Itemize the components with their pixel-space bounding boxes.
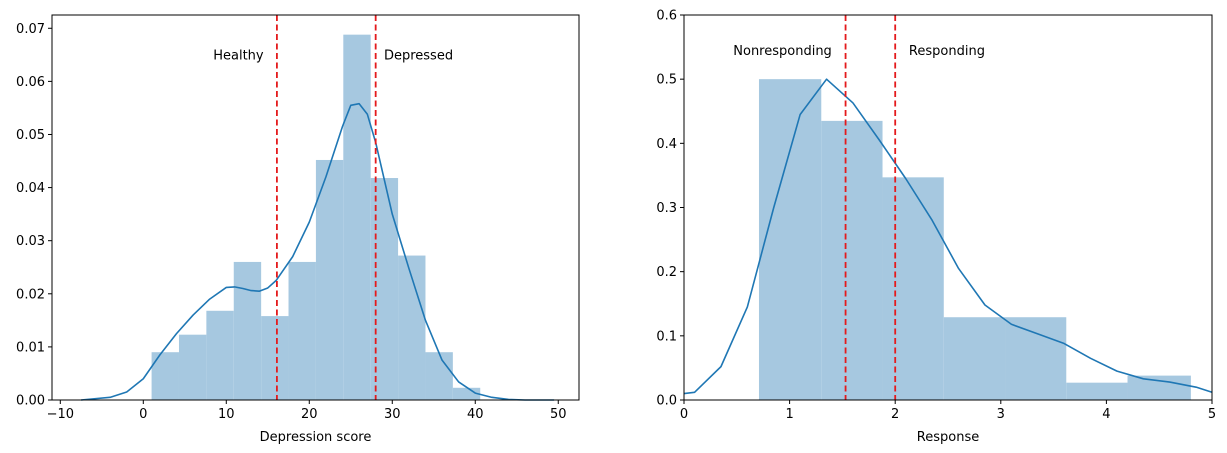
histogram-bar <box>943 317 1006 400</box>
y-tick-label: 0.05 <box>16 128 45 143</box>
x-tick-label: 1 <box>785 407 793 422</box>
y-tick-label: 0.5 <box>656 73 677 88</box>
y-tick-label: 0.04 <box>16 181 45 196</box>
y-tick-label: 0.0 <box>656 394 677 409</box>
annotation-label: Responding <box>909 44 985 59</box>
response-chart: Nonresponding Responding 0 1 2 3 4 5 0.0 0.1 0.2 0.… <box>656 9 1216 446</box>
y-tick-label: 0.6 <box>656 9 677 24</box>
histogram-bar <box>1005 317 1067 400</box>
annotation-label: Healthy <box>213 48 264 63</box>
x-tick-label: −10 <box>47 407 74 422</box>
y-tick-label: 0.1 <box>656 329 677 344</box>
annotation-label: Nonresponding <box>733 44 832 59</box>
x-tick-label: 20 <box>301 407 318 422</box>
histogram-bar <box>288 261 316 400</box>
y-tick-label: 0.2 <box>656 265 677 280</box>
kde-line <box>683 78 1213 395</box>
y-tick-label: 0.06 <box>16 75 45 90</box>
x-tick-label: 50 <box>550 407 567 422</box>
depression-score-chart: Healthy Depressed −10 0 10 20 30 40 50 0.00 0.01 0.… <box>16 14 580 445</box>
x-axis-label: Response <box>917 430 979 445</box>
x-axis-label: Depression score <box>260 430 372 445</box>
y-tick-label: 0.01 <box>16 340 45 355</box>
histogram-bar <box>206 310 234 400</box>
histogram-bar <box>233 261 262 400</box>
histogram-bar <box>452 387 481 400</box>
histogram-bar <box>1066 382 1128 400</box>
kde-line <box>80 102 555 401</box>
y-tick-label: 0.02 <box>16 287 45 302</box>
annotation-label: Depressed <box>384 48 453 63</box>
x-tick-label: 0 <box>139 407 147 422</box>
histogram-bar <box>1127 375 1191 400</box>
histogram-bar <box>882 177 944 400</box>
y-tick-label: 0.07 <box>16 22 45 37</box>
histogram-bar <box>821 120 883 400</box>
x-tick-label: 3 <box>997 407 1005 422</box>
x-tick-label: 0 <box>680 407 688 422</box>
x-tick-label: 30 <box>384 407 401 422</box>
histogram-bar <box>758 79 822 401</box>
histogram-bar <box>261 316 289 400</box>
y-tick-label: 0.4 <box>656 137 677 152</box>
x-tick-label: 4 <box>1102 407 1110 422</box>
x-tick-label: 40 <box>467 407 484 422</box>
x-tick-label: 10 <box>218 407 235 422</box>
histogram-bar <box>425 352 453 400</box>
axes-frame <box>51 14 580 401</box>
x-tick-label: 5 <box>1208 407 1216 422</box>
histogram-bar <box>151 352 179 400</box>
y-tick-label: 0.03 <box>16 234 45 249</box>
x-tick-label: 2 <box>891 407 899 422</box>
histogram-bar <box>178 334 207 400</box>
histogram-bar <box>343 34 371 400</box>
y-tick-label: 0.3 <box>656 201 677 216</box>
histogram-bar <box>315 159 344 400</box>
y-tick-label: 0.00 <box>16 394 45 409</box>
